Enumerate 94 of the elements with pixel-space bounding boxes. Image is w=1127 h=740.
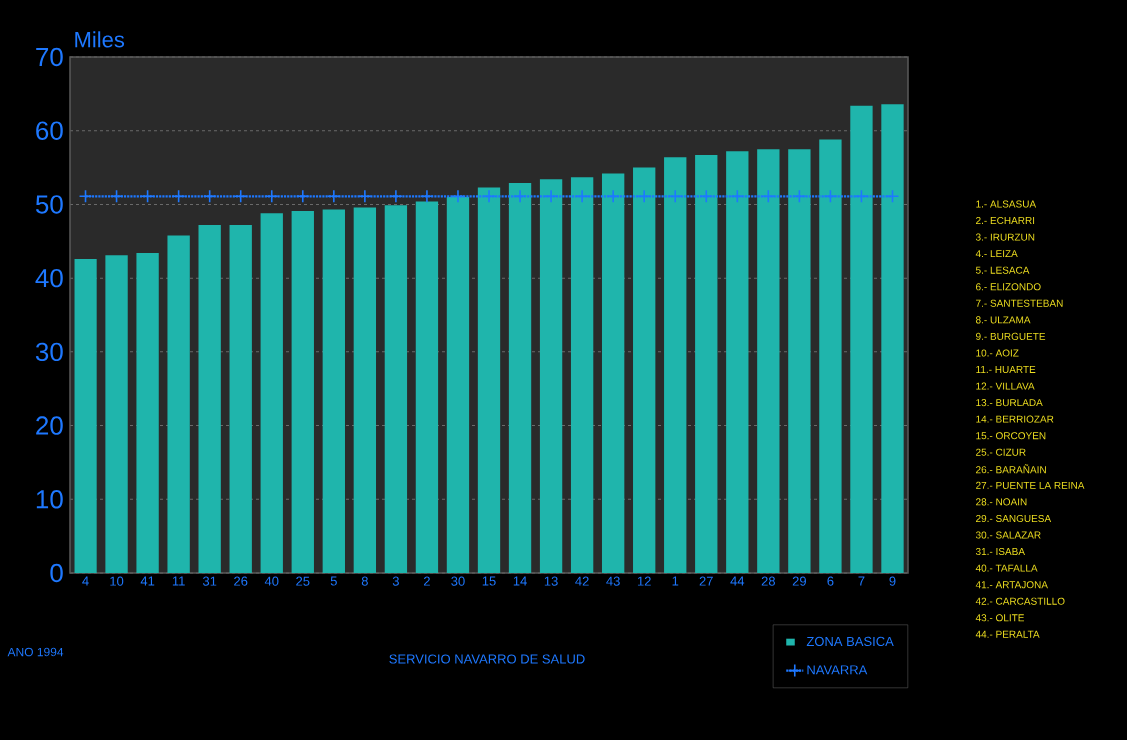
- x-tick-label: 41: [140, 576, 155, 586]
- x-tick-label: 3: [392, 576, 399, 586]
- x-tick-label: 12: [637, 576, 651, 586]
- x-tick-label: 40: [264, 576, 279, 586]
- text: 15.- ORCOYEN: [976, 432, 1046, 440]
- x-tick-label: 1: [672, 576, 679, 586]
- text: 5.- LESACA: [975, 266, 1030, 274]
- x-tick-label: 10: [110, 576, 124, 586]
- x-tick-label: 4: [82, 576, 89, 586]
- text: 12.- VILLAVA: [976, 382, 1035, 390]
- x-tick-label: 25: [296, 576, 310, 586]
- bar: [446, 197, 470, 573]
- bar: [788, 149, 811, 573]
- text: 9.- BURGUETE: [976, 332, 1046, 340]
- text: 30.- SALAZAR: [975, 531, 1041, 539]
- text: SERVICIO NAVARRO DE SALUD: [389, 654, 585, 664]
- bar: [508, 183, 532, 573]
- bar: [726, 151, 749, 573]
- text: 42.- CARCASTILLO: [975, 597, 1065, 605]
- bar: [570, 177, 594, 573]
- text: 1.- ALSASUA: [976, 200, 1037, 208]
- bar: [229, 225, 252, 573]
- x-tick-label: 8: [361, 576, 368, 586]
- bar: [167, 235, 190, 573]
- text: 40.- TAFALLA: [975, 564, 1038, 572]
- bar: [384, 205, 408, 573]
- bar: [291, 211, 314, 573]
- x-tick-label: 27: [699, 576, 713, 586]
- text: 2.- ECHARRI: [976, 216, 1035, 225]
- x-tick-label: 26: [234, 576, 248, 586]
- x-tick-label: 15: [482, 576, 496, 586]
- x-tick-label: 28: [761, 576, 775, 586]
- text: 14.- BERRIOZAR: [976, 415, 1054, 423]
- bar: [260, 213, 283, 573]
- text: 25.- CIZUR: [976, 448, 1026, 456]
- text: 27.- PUENTE LA REINA: [976, 481, 1085, 489]
- legend-label: ZONA BASICA: [806, 636, 894, 647]
- bar: [664, 157, 687, 573]
- text: 6.- ELIZONDO: [976, 283, 1041, 291]
- bar: [322, 209, 345, 573]
- x-tick-label: 43: [606, 576, 620, 586]
- y-tick-label: 70: [36, 47, 63, 67]
- bar: [353, 207, 377, 573]
- text: 41.- ARTAJONA: [975, 581, 1048, 589]
- bar: [881, 104, 904, 573]
- y-tick-label: 0: [50, 563, 63, 583]
- bar: [633, 167, 656, 573]
- x-tick-label: 42: [575, 576, 589, 586]
- y-tick-label: 50: [35, 195, 63, 214]
- x-tick-label: 13: [544, 576, 558, 586]
- y-tick-label: 60: [36, 121, 63, 140]
- bar: [757, 149, 780, 573]
- bar: [477, 187, 501, 573]
- text: 44.- PERALTA: [975, 630, 1040, 638]
- text: 4.- LEIZA: [975, 250, 1018, 258]
- text: 3.- IRURZUN: [975, 233, 1035, 241]
- x-tick-label: 29: [792, 576, 806, 586]
- y-tick-label: 30: [35, 342, 63, 362]
- y-axis-title: Miles: [75, 31, 125, 48]
- text: 7.- SANTESTEBAN: [976, 299, 1063, 307]
- text: 26.- BARAÑAIN: [976, 464, 1046, 474]
- bar: [601, 173, 625, 573]
- bar: [74, 258, 97, 573]
- y-tick-label: 10: [36, 490, 63, 509]
- text: 29.- SANGUESA: [976, 514, 1052, 523]
- x-tick-label: 14: [513, 576, 527, 586]
- bar: [136, 253, 159, 573]
- text: 8.- ULZAMA: [975, 316, 1031, 324]
- bar: [819, 139, 842, 573]
- bar: [198, 225, 221, 573]
- bar: [539, 179, 563, 573]
- x-tick-label: 5: [330, 576, 337, 586]
- x-tick-label: 31: [202, 576, 217, 586]
- text: 43.- OLITE: [975, 614, 1025, 622]
- x-tick-label: 9: [889, 576, 896, 586]
- y-tick-label: 20: [36, 416, 63, 435]
- legend-label: NAVARRA: [807, 665, 868, 675]
- bar: [695, 155, 718, 573]
- text: 10.- AOIZ: [976, 349, 1019, 357]
- x-tick-label: 6: [827, 576, 834, 586]
- text: 28.- NOAIN: [976, 498, 1027, 506]
- text: 11.- HUARTE: [976, 366, 1036, 373]
- x-tick-label: 11: [172, 576, 185, 586]
- y-tick-label: 40: [35, 268, 63, 288]
- bar: [415, 201, 439, 573]
- text: 31.- ISABA: [975, 547, 1025, 556]
- text: 13.- BURLADA: [976, 399, 1043, 407]
- x-tick-label: 7: [858, 576, 865, 586]
- x-tick-label: 30: [451, 576, 465, 586]
- bar: [850, 105, 873, 573]
- x-tick-label: 2: [423, 576, 430, 586]
- x-tick-label: 44: [730, 576, 745, 586]
- text: ANO 1994: [7, 647, 64, 657]
- bar: [105, 255, 128, 573]
